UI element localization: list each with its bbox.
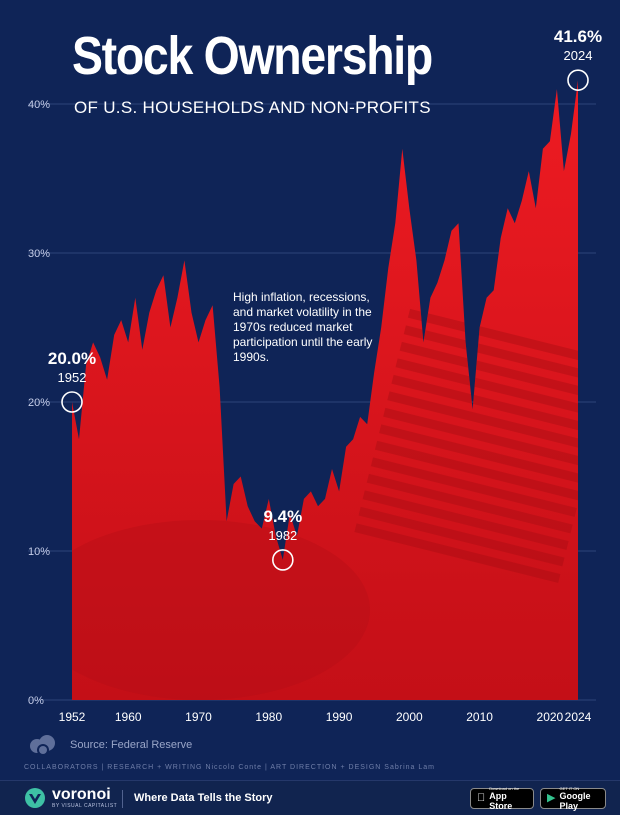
ticker-board-texture (72, 308, 578, 700)
y-axis-ticks: 0% 10% 20% 30% 40% (28, 99, 50, 707)
tagline: Where Data Tells the Story (134, 792, 273, 804)
x-tick-label: 1960 (115, 710, 142, 724)
app-store-label: App Store (481, 791, 525, 811)
google-play-small-label: GET IT ON (559, 786, 580, 791)
google-play-button[interactable]: ▶ GET IT ON Google Play (540, 786, 606, 811)
annotation-year: 2024 (564, 48, 593, 63)
annotation-year: 1952 (58, 370, 87, 385)
annotation-value: 41.6% (554, 27, 602, 46)
x-tick-label: 1990 (326, 710, 353, 724)
page-title: Stock Ownership (72, 26, 433, 86)
brand-subtitle: BY VISUAL CAPITALIST (52, 803, 118, 809)
x-tick-label: 1952 (59, 710, 86, 724)
annotation-value: 20.0% (48, 349, 96, 368)
play-icon: ▶ (547, 792, 556, 804)
collaborators-credit: COLLABORATORS | RESEARCH + WRITING Nicco… (24, 764, 435, 771)
ownership-area (72, 80, 578, 700)
annotation-marker (567, 69, 589, 91)
x-tick-label: 2000 (396, 710, 423, 724)
annotations: 20.0% 1952 9.4% 1982 41.6% 2024 (48, 27, 602, 571)
annotation-note: High inflation, recessions, and market v… (233, 290, 373, 364)
x-tick-label: 2020 (537, 710, 564, 724)
app-store-button[interactable]:  Download on the App Store (470, 786, 534, 811)
annotation-2024: 41.6% 2024 (554, 27, 602, 91)
annotation-year: 1982 (268, 528, 297, 543)
x-axis-ticks: 1952 1960 1970 1980 1990 2000 2010 2020 2024 (59, 710, 592, 724)
annotation-marker (272, 549, 294, 571)
page-subtitle: OF U.S. HOUSEHOLDS AND NON-PROFITS (74, 98, 431, 117)
source-row: Source: Federal Reserve (26, 732, 192, 758)
y-tick-label: 10% (28, 546, 50, 558)
y-tick-label: 30% (28, 248, 50, 260)
y-tick-label: 40% (28, 99, 50, 111)
stock-ownership-chart: 0% 10% 20% 30% 40% 1952 1960 1970 1980 1990 2000 2… (28, 27, 602, 724)
source-text: Source: Federal Reserve (70, 739, 193, 751)
annotation-value: 9.4% (263, 507, 302, 526)
apple-icon:  (477, 793, 485, 804)
footer-divider (122, 790, 123, 808)
clouds-logo-icon (30, 735, 55, 756)
google-play-label: Google Play (559, 791, 591, 811)
annotation-marker (61, 391, 83, 413)
footer-bar: voronoi BY VISUAL CAPITALIST Where Data … (0, 780, 620, 815)
brand-logo[interactable]: voronoi BY VISUAL CAPITALIST (24, 787, 117, 809)
x-tick-label: 1970 (185, 710, 212, 724)
x-tick-label: 2010 (466, 710, 493, 724)
y-tick-label: 0% (28, 695, 44, 707)
annotation-1982: 9.4% 1982 (263, 507, 302, 571)
x-tick-label: 1980 (255, 710, 282, 724)
y-tick-label: 20% (28, 397, 50, 409)
annotation-1952: 20.0% 1952 (48, 349, 96, 413)
app-store-small-label: Download on the (489, 786, 527, 791)
x-tick-label: 2024 (565, 710, 592, 724)
brand-name: voronoi (52, 786, 111, 803)
voronoi-logo-icon (25, 788, 45, 808)
